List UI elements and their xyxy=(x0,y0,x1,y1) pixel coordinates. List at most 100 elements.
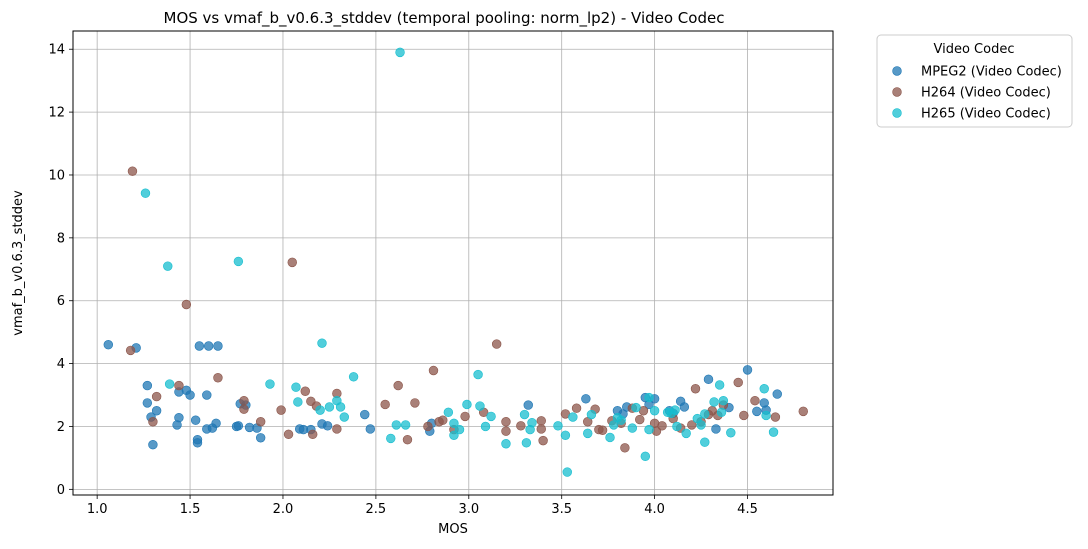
data-point xyxy=(798,406,808,417)
y-axis-label: vmaf_b_v0.6.3_stddev xyxy=(11,190,26,336)
data-point xyxy=(586,409,597,420)
data-point xyxy=(726,428,736,438)
data-point xyxy=(627,423,638,433)
data-point xyxy=(449,430,459,440)
legend-marker xyxy=(892,108,902,118)
data-point xyxy=(393,380,403,391)
legend-marker xyxy=(892,66,902,76)
x-tick-label: 1.5 xyxy=(180,502,201,517)
data-point xyxy=(480,421,491,432)
x-tick-label: 4.5 xyxy=(737,502,758,517)
data-point xyxy=(423,421,433,432)
legend-box xyxy=(876,34,1073,128)
data-point xyxy=(709,397,719,407)
data-point xyxy=(560,430,571,440)
data-point xyxy=(315,405,325,415)
data-point xyxy=(300,386,310,396)
data-point xyxy=(174,412,184,423)
data-point xyxy=(759,384,769,394)
data-point xyxy=(164,379,175,389)
legend-label: H265 (Video Codec) xyxy=(921,107,1051,122)
data-point xyxy=(700,437,710,447)
data-point xyxy=(308,429,318,440)
data-point xyxy=(644,424,654,435)
data-point xyxy=(449,418,459,429)
data-point xyxy=(597,425,608,435)
data-point xyxy=(491,339,502,349)
legend-title: Video Codec xyxy=(934,42,1015,57)
axis-ticks: 1.0 1.5 2.0 2.5 3.0 3.5 4.0 4.5 0 2 4 6 8 10 12 14 xyxy=(48,43,757,517)
data-point xyxy=(127,166,138,176)
data-point xyxy=(473,369,483,380)
data-point xyxy=(380,399,390,410)
data-point xyxy=(239,395,249,406)
legend-label: MPEG2 (Video Codec) xyxy=(921,65,1062,80)
data-point xyxy=(125,345,136,356)
data-point xyxy=(291,382,301,392)
y-tick-label: 8 xyxy=(57,231,65,246)
data-point xyxy=(460,411,470,422)
data-point xyxy=(194,341,205,351)
data-point xyxy=(690,384,701,394)
y-tick-label: 4 xyxy=(57,357,65,372)
data-point xyxy=(583,428,593,439)
plot-frame xyxy=(72,30,834,496)
data-point xyxy=(400,420,411,430)
data-point xyxy=(696,420,706,430)
data-point xyxy=(335,402,346,412)
data-point xyxy=(192,438,203,448)
data-point xyxy=(283,429,294,440)
data-point xyxy=(739,410,749,421)
data-point xyxy=(233,256,244,267)
data-point xyxy=(239,404,249,414)
data-point xyxy=(185,390,195,400)
y-tick-label: 14 xyxy=(48,43,65,58)
data-point xyxy=(711,424,721,434)
data-point xyxy=(348,372,359,382)
data-point xyxy=(265,379,275,389)
data-point xyxy=(681,428,691,439)
data-point xyxy=(501,426,511,436)
data-point xyxy=(438,415,448,425)
data-point xyxy=(211,418,221,429)
data-point xyxy=(714,380,725,390)
data-point xyxy=(733,377,743,388)
x-axis-label: MOS xyxy=(438,522,468,537)
data-point xyxy=(635,414,645,425)
data-point xyxy=(750,395,760,406)
data-point xyxy=(718,395,729,406)
data-point xyxy=(148,440,158,450)
data-point xyxy=(163,261,173,271)
y-tick-label: 12 xyxy=(48,106,65,121)
data-point xyxy=(428,365,439,376)
data-point xyxy=(631,402,641,413)
data-point xyxy=(402,434,413,445)
data-point xyxy=(365,424,376,434)
data-point xyxy=(202,390,212,400)
data-point xyxy=(527,417,537,428)
data-point xyxy=(255,417,266,427)
legend-marker xyxy=(892,87,902,97)
data-point xyxy=(386,433,396,444)
data-point xyxy=(657,421,667,431)
x-tick-label: 2.5 xyxy=(366,502,387,517)
series-1 xyxy=(125,166,808,453)
data-point xyxy=(142,398,153,408)
x-tick-label: 3.0 xyxy=(458,502,479,517)
data-point xyxy=(233,421,244,431)
data-point xyxy=(410,398,420,408)
data-point xyxy=(317,338,327,348)
y-tick-label: 0 xyxy=(57,483,65,498)
data-point xyxy=(148,417,158,427)
grid xyxy=(73,31,833,495)
data-point xyxy=(644,392,654,403)
data-point xyxy=(332,424,342,434)
data-point xyxy=(742,365,753,375)
y-tick-label: 2 xyxy=(57,420,65,435)
data-point xyxy=(716,407,727,418)
data-point xyxy=(536,416,546,426)
data-point xyxy=(391,420,402,430)
data-point xyxy=(140,188,151,198)
